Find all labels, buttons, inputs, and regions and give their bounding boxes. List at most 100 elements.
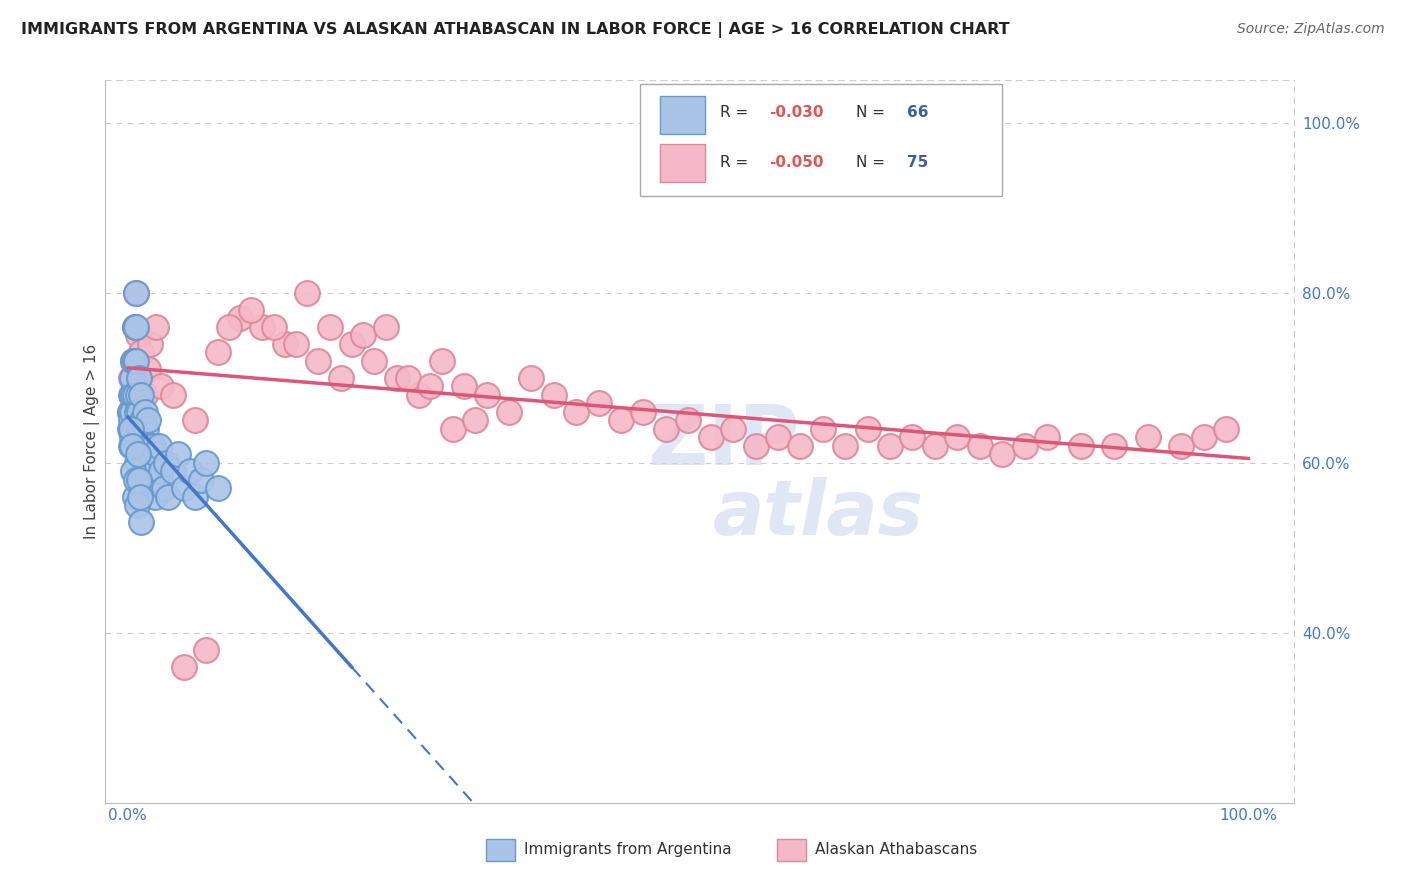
Point <box>124 490 146 504</box>
Point <box>124 319 146 334</box>
Text: 75: 75 <box>907 155 928 170</box>
Point <box>135 473 157 487</box>
Point <box>127 413 149 427</box>
Point <box>136 413 159 427</box>
Point <box>125 498 148 512</box>
Point <box>678 413 700 427</box>
Point <box>134 405 156 419</box>
Point <box>453 379 475 393</box>
Point <box>120 371 142 385</box>
Point <box>148 439 170 453</box>
Point <box>352 328 374 343</box>
Point <box>120 388 142 402</box>
Point <box>856 422 879 436</box>
Point <box>1215 422 1237 436</box>
Point <box>128 371 150 385</box>
Point <box>162 464 184 478</box>
Point <box>141 473 163 487</box>
Point <box>430 353 453 368</box>
Point <box>121 371 143 385</box>
Point <box>139 456 162 470</box>
Text: Alaskan Athabascans: Alaskan Athabascans <box>814 842 977 857</box>
Point <box>744 439 766 453</box>
Point <box>120 422 142 436</box>
Point <box>145 447 167 461</box>
Point <box>588 396 610 410</box>
Point <box>924 439 946 453</box>
Point <box>329 371 352 385</box>
Point <box>363 353 385 368</box>
Text: -0.030: -0.030 <box>769 105 824 120</box>
Point <box>125 405 148 419</box>
Point <box>464 413 486 427</box>
Point <box>129 490 152 504</box>
Point <box>139 336 162 351</box>
Point <box>699 430 721 444</box>
Text: ZIP: ZIP <box>647 401 800 482</box>
Text: Source: ZipAtlas.com: Source: ZipAtlas.com <box>1237 22 1385 37</box>
Point <box>167 447 190 461</box>
Text: N =: N = <box>856 105 890 120</box>
Point <box>179 464 201 478</box>
Point <box>125 353 148 368</box>
Point <box>218 319 240 334</box>
Point <box>124 388 146 402</box>
Point <box>131 439 153 453</box>
Point <box>419 379 441 393</box>
Bar <box>661 96 706 134</box>
Point <box>285 336 308 351</box>
Point <box>122 353 145 368</box>
Point <box>441 422 464 436</box>
Point <box>396 371 419 385</box>
Point <box>1170 439 1192 453</box>
Point <box>543 388 565 402</box>
Point <box>274 336 297 351</box>
Point <box>207 481 229 495</box>
Point <box>125 422 148 436</box>
Point <box>125 456 148 470</box>
Point <box>125 473 148 487</box>
Point <box>143 490 166 504</box>
Point <box>1192 430 1215 444</box>
Point <box>789 439 811 453</box>
Text: R =: R = <box>720 105 752 120</box>
Point <box>120 422 142 436</box>
Point <box>124 319 146 334</box>
Text: R =: R = <box>720 155 752 170</box>
Point <box>150 464 173 478</box>
Point <box>195 642 218 657</box>
Point <box>120 405 142 419</box>
Point <box>145 319 167 334</box>
Point <box>385 371 408 385</box>
Point <box>125 319 148 334</box>
Point <box>141 439 163 453</box>
Point <box>173 481 195 495</box>
Point <box>229 311 252 326</box>
Point <box>475 388 498 402</box>
Point <box>879 439 901 453</box>
Point <box>134 388 156 402</box>
Point <box>969 439 991 453</box>
Point <box>1014 439 1036 453</box>
Point <box>408 388 430 402</box>
Bar <box>485 838 516 861</box>
Point <box>127 447 149 461</box>
Point <box>207 345 229 359</box>
Point <box>131 388 153 402</box>
Text: N =: N = <box>856 155 890 170</box>
Point <box>129 447 152 461</box>
Bar <box>661 145 706 182</box>
Text: 66: 66 <box>907 105 929 120</box>
Point <box>120 439 142 453</box>
Point <box>162 388 184 402</box>
Point <box>184 490 207 504</box>
Point <box>122 353 145 368</box>
Point <box>766 430 789 444</box>
Point <box>811 422 834 436</box>
FancyBboxPatch shape <box>640 84 1002 196</box>
Point <box>655 422 678 436</box>
Point <box>991 447 1014 461</box>
Point <box>565 405 588 419</box>
Point <box>184 413 207 427</box>
Point <box>120 413 142 427</box>
